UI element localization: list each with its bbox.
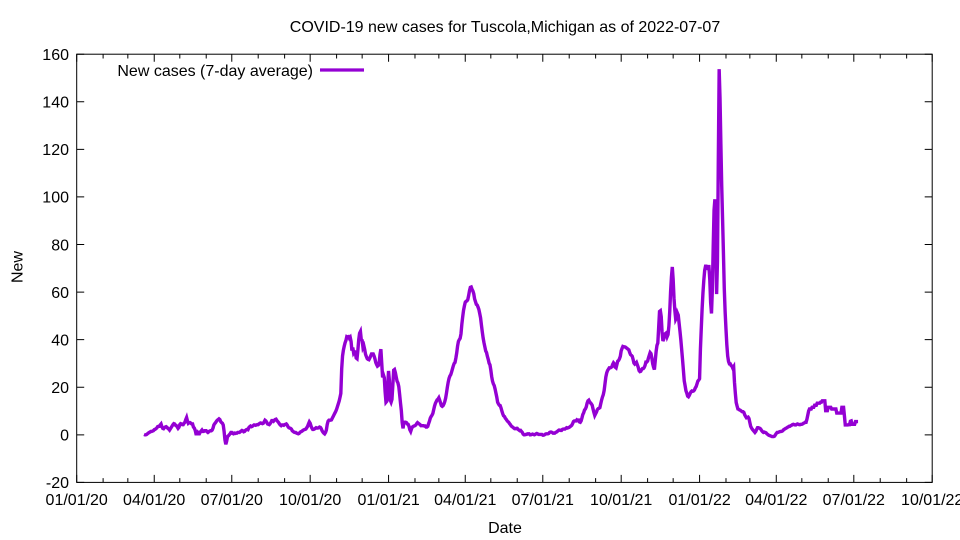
svg-text:Date: Date [488,520,522,537]
svg-text:04/01/22: 04/01/22 [745,492,807,509]
svg-text:01/01/21: 01/01/21 [357,492,419,509]
svg-text:07/01/21: 07/01/21 [512,492,574,509]
svg-text:40: 40 [51,333,69,350]
svg-text:COVID-19 new cases for Tuscola: COVID-19 new cases for Tuscola,Michigan … [290,19,721,36]
svg-text:10/01/22: 10/01/22 [901,492,960,509]
svg-text:100: 100 [42,190,69,207]
svg-text:04/01/20: 04/01/20 [123,492,185,509]
svg-text:New cases (7-day average): New cases (7-day average) [117,63,313,80]
svg-text:01/01/20: 01/01/20 [46,492,108,509]
svg-text:New: New [10,251,27,283]
svg-text:07/01/22: 07/01/22 [823,492,885,509]
svg-text:07/01/20: 07/01/20 [201,492,263,509]
svg-text:140: 140 [42,95,69,112]
svg-text:160: 160 [42,47,69,64]
svg-text:01/01/22: 01/01/22 [668,492,730,509]
svg-text:04/01/21: 04/01/21 [434,492,496,509]
svg-text:-20: -20 [46,475,69,492]
svg-text:20: 20 [51,380,69,397]
svg-text:80: 80 [51,237,69,254]
svg-text:60: 60 [51,285,69,302]
svg-text:10/01/20: 10/01/20 [279,492,341,509]
svg-text:120: 120 [42,142,69,159]
svg-text:10/01/21: 10/01/21 [590,492,652,509]
svg-text:0: 0 [60,428,69,445]
